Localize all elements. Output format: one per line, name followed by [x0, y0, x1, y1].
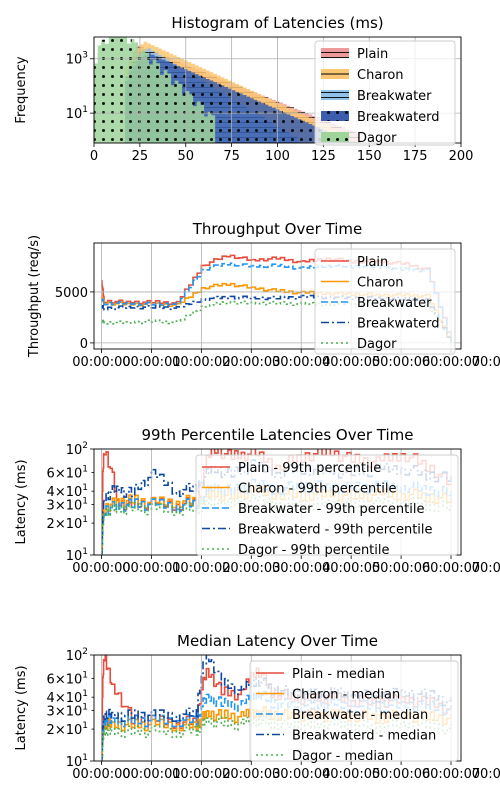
y-axis-label: Latency (ms) — [14, 459, 29, 544]
legend: Plain Charon Breakwater Breakwaterd Dagor — [315, 41, 455, 146]
legend-label: Breakwater — [357, 296, 432, 311]
legend-label: Plain - 99th percentile — [238, 461, 381, 476]
legend-label: Breakwater — [357, 89, 432, 104]
legend-label: Charon — [357, 276, 404, 291]
y-tick-label: 102 — [66, 647, 88, 664]
y-tick-label: 3×101 — [47, 496, 88, 513]
legend-label: Dagor — [357, 131, 397, 146]
x-tick-label: 00:00:08 — [472, 355, 500, 370]
legend-label: Breakwater - median — [292, 708, 428, 723]
legend-label: Dagor — [357, 337, 397, 352]
y-tick-label: 2×101 — [47, 515, 88, 532]
x-tick-label: 175 — [403, 149, 428, 164]
x-tick-label: 150 — [357, 149, 382, 164]
y-tick-label: 0 — [80, 337, 88, 352]
legend-label: Plain — [357, 255, 388, 270]
y-axis-label: Frequency — [14, 56, 29, 123]
legend-label: Breakwaterd — [357, 110, 440, 125]
y-tick-label: 2×101 — [47, 721, 88, 738]
y-axis-label: Throughput (req/s) — [27, 235, 42, 358]
y-tick-label: 5000 — [55, 286, 88, 301]
legend-label: Charon — [357, 68, 404, 83]
x-tick-label: 00:00:08 — [472, 561, 500, 576]
x-tick-label: 100 — [265, 149, 290, 164]
legend-label: Breakwaterd - 99th percentile — [238, 523, 433, 538]
x-tick-label: 50 — [177, 149, 194, 164]
legend-swatch-hatch — [321, 111, 349, 121]
chart-3: 99th Percentile Latencies Over Time Laten… — [14, 426, 500, 576]
x-tick-label: 75 — [223, 149, 240, 164]
x-tick-label: 125 — [311, 149, 336, 164]
y-tick-label: 6×101 — [47, 465, 88, 482]
x-tick-label: 00:00:08 — [472, 767, 500, 782]
legend-label: Charon - median — [292, 688, 400, 703]
legend-label: Charon - 99th percentile — [238, 482, 397, 497]
legend-label: Plain - median — [292, 667, 385, 682]
legend-swatch-hatch — [321, 90, 349, 100]
legend-label: Plain — [357, 47, 388, 62]
legend-label: Breakwaterd — [357, 317, 440, 332]
chart-title: Median Latency Over Time — [177, 632, 378, 650]
x-tick-label: 25 — [132, 149, 149, 164]
y-tick-label: 102 — [66, 441, 88, 458]
chart-4: Median Latency Over Time Latency (ms) 00:0… — [14, 632, 500, 782]
legend-label: Dagor - 99th percentile — [238, 543, 390, 558]
legend-swatch-hatch — [321, 132, 349, 142]
legend: Plain - 99th percentile Charon - 99th per… — [196, 455, 458, 558]
chart-title: Throughput Over Time — [192, 220, 362, 238]
legend: Plain Charon Breakwater Breakwaterd Dagor — [315, 249, 455, 354]
x-tick-label: 0 — [90, 149, 98, 164]
legend-label: Breakwaterd - median — [292, 729, 436, 744]
legend-swatch-hatch — [321, 48, 349, 58]
y-tick-label: 103 — [66, 51, 88, 68]
legend-label: Dagor - median — [292, 749, 393, 764]
y-axis-label: Latency (ms) — [14, 665, 29, 750]
y-tick-label: 101 — [66, 105, 88, 122]
legend: Plain - median Charon - median Breakwater … — [250, 661, 458, 764]
chart-title: Histogram of Latencies (ms) — [171, 14, 383, 32]
x-tick-label: 200 — [449, 149, 474, 164]
y-tick-label: 3×101 — [47, 702, 88, 719]
chart-title: 99th Percentile Latencies Over Time — [142, 426, 414, 444]
chart-1: Histogram of Latencies (ms) Frequency 0 25 5… — [14, 14, 473, 164]
legend-label: Breakwater - 99th percentile — [238, 502, 425, 517]
y-tick-label: 6×101 — [47, 671, 88, 688]
